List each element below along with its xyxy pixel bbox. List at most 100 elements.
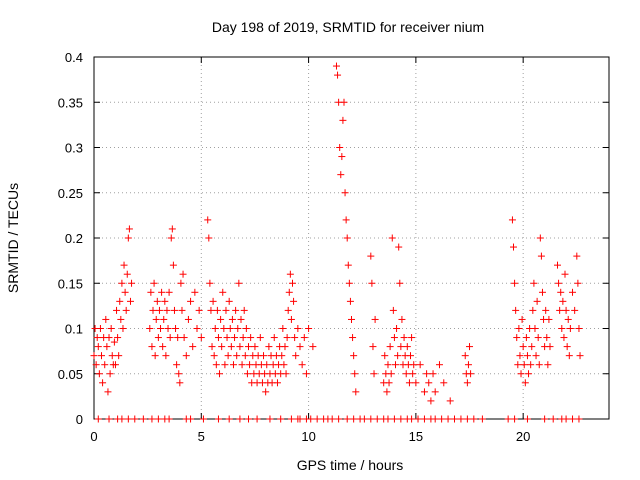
data-point xyxy=(544,361,552,369)
data-point xyxy=(478,415,486,423)
data-point xyxy=(403,343,411,351)
data-point xyxy=(296,415,304,423)
data-point xyxy=(307,415,315,423)
data-point xyxy=(435,361,443,369)
data-point xyxy=(98,352,106,360)
grid-lines xyxy=(94,57,609,419)
data-point xyxy=(180,334,188,342)
data-point xyxy=(352,388,360,396)
data-point xyxy=(240,306,248,314)
data-point xyxy=(463,415,471,423)
data-point xyxy=(342,216,350,224)
data-point xyxy=(154,334,162,342)
y-tick-label: 0.15 xyxy=(58,276,83,291)
data-point xyxy=(346,297,354,305)
data-point xyxy=(114,334,122,342)
data-point xyxy=(305,325,313,332)
data-point xyxy=(538,288,546,296)
data-point xyxy=(535,361,543,369)
data-point xyxy=(111,361,119,369)
data-point xyxy=(525,370,533,378)
data-point xyxy=(408,415,416,423)
data-point xyxy=(530,279,538,287)
data-point xyxy=(238,361,246,369)
data-point xyxy=(517,370,525,378)
data-point xyxy=(467,370,475,378)
data-point xyxy=(410,361,418,369)
data-point xyxy=(263,361,271,369)
data-point xyxy=(541,415,549,423)
data-point xyxy=(290,297,298,305)
data-point xyxy=(195,306,203,314)
data-point xyxy=(545,315,553,323)
data-point xyxy=(273,379,281,387)
data-point xyxy=(296,343,304,351)
data-point xyxy=(555,279,563,287)
x-axis-label: GPS time / hours xyxy=(297,457,404,473)
data-point xyxy=(349,334,357,342)
data-point xyxy=(429,370,437,378)
data-point xyxy=(390,334,398,342)
data-point xyxy=(549,415,557,423)
data-point xyxy=(387,370,395,378)
data-point xyxy=(309,343,317,351)
data-point xyxy=(225,415,233,423)
data-point xyxy=(288,279,296,287)
data-point xyxy=(262,388,270,396)
data-point xyxy=(537,252,545,260)
data-point xyxy=(224,352,232,360)
data-point xyxy=(397,415,405,423)
data-point xyxy=(563,343,571,351)
data-point xyxy=(174,334,182,342)
data-point xyxy=(227,343,235,351)
data-point xyxy=(226,325,234,332)
data-point xyxy=(390,415,398,423)
data-point xyxy=(246,361,254,369)
data-point xyxy=(384,361,392,369)
y-tick-label: 0.1 xyxy=(65,322,83,337)
data-point xyxy=(464,361,472,369)
data-point xyxy=(562,415,570,423)
x-tick-label: 5 xyxy=(198,429,205,444)
data-point xyxy=(516,352,524,360)
data-point xyxy=(208,343,216,351)
data-point xyxy=(371,315,379,323)
data-point xyxy=(245,343,252,351)
data-point xyxy=(209,297,217,305)
data-point xyxy=(446,397,454,405)
data-point xyxy=(566,325,574,332)
data-point xyxy=(231,334,239,342)
data-point xyxy=(515,325,523,332)
data-point xyxy=(247,334,255,342)
data-point xyxy=(351,370,359,378)
data-point xyxy=(245,415,252,423)
data-point xyxy=(157,325,165,332)
data-point xyxy=(338,153,346,161)
data-point xyxy=(504,415,512,423)
data-point xyxy=(388,234,396,242)
data-point xyxy=(438,415,446,423)
data-point xyxy=(546,343,554,351)
data-point xyxy=(187,415,195,423)
chart-title: Day 198 of 2019, SRMTID for receiver niu… xyxy=(212,19,484,35)
data-point xyxy=(279,325,287,332)
data-point xyxy=(117,315,125,323)
x-tick-label: 20 xyxy=(516,429,530,444)
data-point xyxy=(229,361,237,369)
data-point xyxy=(178,306,186,314)
data-point xyxy=(214,415,222,423)
data-point xyxy=(408,334,416,342)
y-tick-label: 0.3 xyxy=(65,141,83,156)
data-point xyxy=(282,370,290,378)
data-point xyxy=(168,225,176,233)
data-point xyxy=(561,270,569,278)
data-point xyxy=(116,297,124,305)
data-point xyxy=(385,379,393,387)
data-point xyxy=(235,279,243,287)
data-point xyxy=(508,216,516,224)
data-point xyxy=(543,334,551,342)
data-point xyxy=(522,334,530,342)
data-point xyxy=(562,306,570,314)
data-point xyxy=(253,415,261,423)
x-tick-labels: 0 5 10 15 20 xyxy=(90,429,530,444)
